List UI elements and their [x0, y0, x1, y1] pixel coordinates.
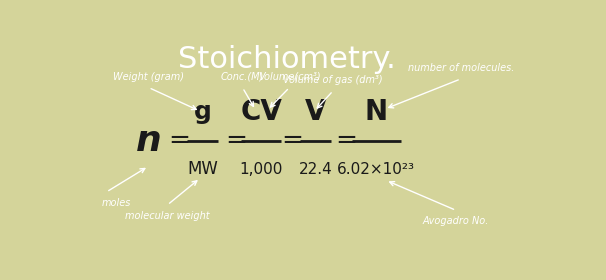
- Text: 1,000: 1,000: [239, 162, 283, 177]
- Text: number of molecules.: number of molecules.: [408, 63, 514, 73]
- Text: CV: CV: [241, 98, 282, 126]
- Text: =: =: [168, 129, 190, 154]
- Text: 6.02×10²³: 6.02×10²³: [338, 162, 415, 177]
- Text: 22.4: 22.4: [298, 162, 332, 177]
- Text: =: =: [336, 129, 358, 154]
- Text: Volume of gas (dm³): Volume of gas (dm³): [284, 75, 383, 85]
- Text: =: =: [281, 129, 303, 154]
- Text: Avogadro No.: Avogadro No.: [423, 216, 490, 226]
- Text: g: g: [194, 100, 211, 124]
- Text: n: n: [136, 124, 161, 158]
- Text: V: V: [305, 98, 326, 126]
- Text: MW: MW: [187, 160, 218, 178]
- Text: moles: moles: [102, 198, 131, 208]
- Text: molecular weight: molecular weight: [125, 211, 210, 221]
- Text: Stoichiometry.: Stoichiometry.: [178, 45, 396, 74]
- Text: Conc.(M): Conc.(M): [221, 72, 264, 82]
- Text: =: =: [225, 129, 247, 154]
- Text: Weight (gram): Weight (gram): [113, 72, 184, 82]
- Text: N: N: [365, 98, 388, 126]
- Text: Volume(cm³): Volume(cm³): [258, 72, 321, 82]
